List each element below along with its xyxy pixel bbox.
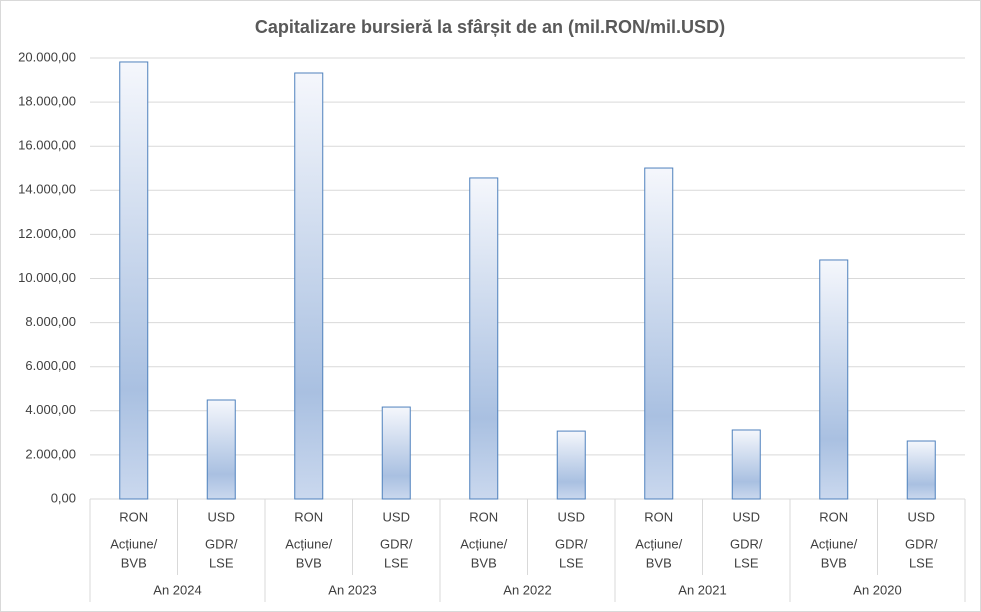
x-tick-label: USD <box>733 509 760 524</box>
bar <box>206 399 236 500</box>
bar <box>644 167 674 500</box>
bar <box>469 177 499 500</box>
x-subcategory-label: BVB <box>821 555 847 570</box>
x-tick-label: USD <box>383 509 410 524</box>
x-subcategory-label: Acțiune/ <box>460 536 507 551</box>
x-subcategory-label: LSE <box>384 555 409 570</box>
y-tick-label: 10.000,00 <box>18 270 76 285</box>
x-tick-label: USD <box>208 509 235 524</box>
y-tick-label: 0,00 <box>51 490 76 505</box>
x-tick-label: RON <box>469 509 498 524</box>
x-subcategory-label: LSE <box>734 555 759 570</box>
y-tick-label: 4.000,00 <box>25 402 76 417</box>
x-group-label: An 2023 <box>328 582 376 597</box>
x-subcategory-label: Acțiune/ <box>110 536 157 551</box>
x-tick-label: RON <box>819 509 848 524</box>
x-subcategory-label: LSE <box>559 555 584 570</box>
bar <box>119 61 149 500</box>
y-tick-label: 14.000,00 <box>18 182 76 197</box>
x-group-label: An 2022 <box>503 582 551 597</box>
chart-title: Capitalizare bursieră la sfârșit de an (… <box>255 17 725 37</box>
x-subcategory-label: BVB <box>471 555 497 570</box>
x-tick-label: RON <box>119 509 148 524</box>
y-tick-label: 18.000,00 <box>18 94 76 109</box>
bar <box>294 72 324 500</box>
x-subcategory-label: GDR/ <box>905 536 938 551</box>
x-group-label: An 2024 <box>153 582 201 597</box>
bar <box>906 440 936 500</box>
y-tick-label: 12.000,00 <box>18 226 76 241</box>
x-subcategory-label: Acțiune/ <box>285 536 332 551</box>
x-subcategory-label: BVB <box>121 555 147 570</box>
x-group-label: An 2021 <box>678 582 726 597</box>
bar <box>819 259 849 500</box>
y-tick-label: 2.000,00 <box>25 446 76 461</box>
x-tick-label: USD <box>908 509 935 524</box>
x-subcategory-label: GDR/ <box>730 536 763 551</box>
y-tick-label: 16.000,00 <box>18 138 76 153</box>
y-tick-label: 8.000,00 <box>25 314 76 329</box>
x-tick-label: USD <box>558 509 585 524</box>
x-subcategory-label: GDR/ <box>555 536 588 551</box>
y-tick-label: 20.000,00 <box>18 49 76 64</box>
x-subcategory-label: BVB <box>296 555 322 570</box>
x-subcategory-label: Acțiune/ <box>810 536 857 551</box>
x-subcategory-label: BVB <box>646 555 672 570</box>
x-subcategory-label: GDR/ <box>205 536 238 551</box>
bar <box>381 406 411 500</box>
x-subcategory-label: Acțiune/ <box>635 536 682 551</box>
x-tick-label: RON <box>294 509 323 524</box>
bar <box>731 429 761 500</box>
x-tick-label: RON <box>644 509 673 524</box>
x-subcategory-label: GDR/ <box>380 536 413 551</box>
x-group-label: An 2020 <box>853 582 901 597</box>
x-subcategory-label: LSE <box>909 555 934 570</box>
x-subcategory-label: LSE <box>209 555 234 570</box>
y-tick-label: 6.000,00 <box>25 358 76 373</box>
bar <box>556 430 586 500</box>
